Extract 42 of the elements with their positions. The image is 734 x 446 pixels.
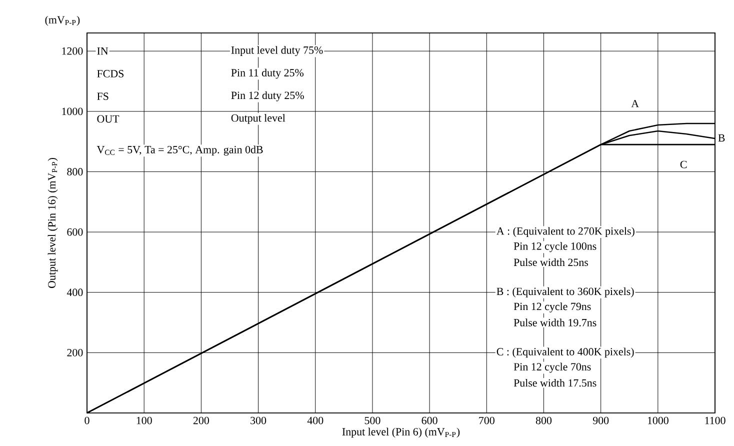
- annotation: Pin 12 cycle 100ns: [514, 242, 596, 252]
- annotation: Input level duty 75%: [231, 46, 323, 56]
- x-tick-label: 0: [84, 416, 90, 424]
- annotation: FS: [97, 92, 108, 100]
- y-axis-title: Output level (Pin 16) (mV$_{P-P}$): [48, 158, 58, 288]
- text: (mV$_{P-P}$): [45, 16, 80, 26]
- x-tick-label: 1100: [705, 416, 726, 424]
- annotation: Pin 11 duty 25%: [231, 68, 304, 79]
- y-tick-label: 1200: [62, 47, 83, 55]
- series-label: C: [680, 160, 687, 168]
- series-label: B: [718, 134, 725, 142]
- y-tick-label: 400: [66, 288, 83, 296]
- x-tick-label: 400: [307, 416, 324, 424]
- annotation: Output level: [231, 114, 286, 124]
- annotation: Pulse width 19.7ns: [514, 318, 596, 326]
- y-tick-label: 800: [67, 168, 83, 176]
- annotation: B : (Equivalent to 360K pixels): [496, 287, 634, 298]
- y-tick-label: 600: [67, 228, 83, 236]
- x-tick-label: 800: [536, 416, 552, 424]
- x-tick-label: 700: [479, 416, 494, 424]
- x-axis-title: Input level (Pin 6) (mV$_{P-P}$): [342, 428, 460, 438]
- x-tick-label: 300: [250, 416, 266, 424]
- series-label: A: [631, 100, 639, 108]
- annotation: FCDS: [97, 70, 124, 78]
- annotation: Pulse width 17.5ns: [514, 378, 596, 387]
- annotation: Pin 12 cycle 70ns: [514, 362, 591, 373]
- annotation: Pin 12 cycle 79ns: [514, 302, 591, 312]
- annotation: Pulse width 25ns: [514, 258, 588, 266]
- x-tick-label: 200: [193, 416, 209, 424]
- x-tick-label: 600: [422, 416, 438, 424]
- annotation: A : (Equivalent to 270K pixels): [496, 227, 634, 237]
- x-tick-label: 100: [136, 416, 152, 424]
- y-tick-label: 1000: [62, 108, 83, 116]
- annotation: IN: [97, 47, 108, 55]
- annotation: V$_{CC}$ = 5V, Ta = 25°C, Amp. gain 0dB: [96, 146, 263, 156]
- annotation: C : (Equivalent to 400K pixels): [496, 348, 634, 358]
- y-tick-label: 200: [67, 348, 83, 356]
- x-tick-label: 900: [592, 416, 609, 424]
- annotation: Pin 12 duty 25%: [231, 91, 304, 102]
- annotation: OUT: [97, 115, 120, 123]
- x-tick-label: 1000: [648, 416, 668, 424]
- x-tick-label: 500: [364, 416, 380, 424]
